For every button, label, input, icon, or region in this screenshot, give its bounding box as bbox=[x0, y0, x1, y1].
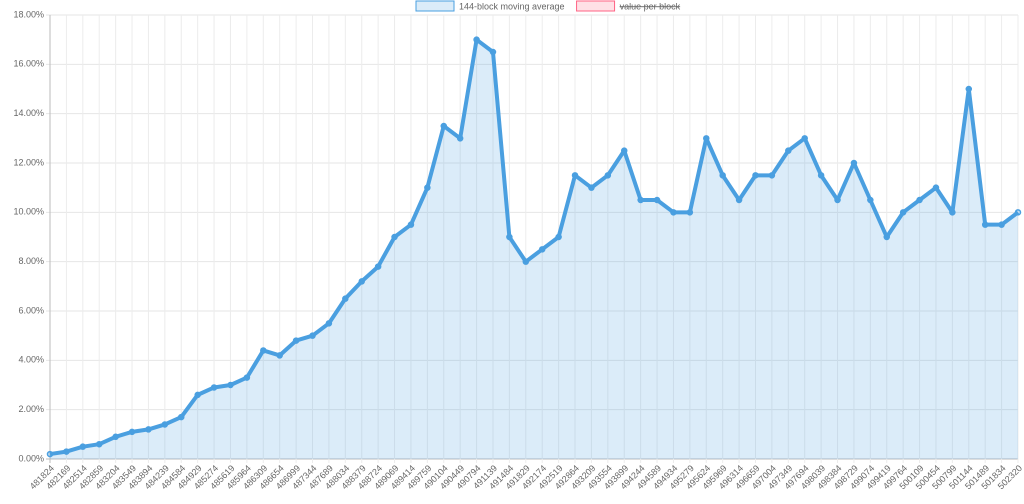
y-tick-label: 18.00% bbox=[13, 9, 44, 19]
data-point bbox=[571, 172, 579, 179]
y-tick-label: 4.00% bbox=[18, 355, 44, 365]
data-point bbox=[227, 381, 234, 389]
data-point bbox=[620, 147, 628, 154]
data-point bbox=[194, 391, 201, 399]
area-fill bbox=[50, 39, 1018, 460]
data-point bbox=[342, 295, 349, 302]
data-point bbox=[243, 374, 251, 381]
data-point bbox=[932, 184, 940, 191]
y-tick-label: 0.00% bbox=[18, 453, 44, 463]
y-tick-label: 10.00% bbox=[13, 207, 44, 217]
y-tick-label: 6.00% bbox=[18, 305, 44, 315]
y-tick-label: 12.00% bbox=[13, 157, 44, 167]
data-point bbox=[703, 135, 710, 142]
data-point bbox=[473, 36, 480, 43]
y-tick-label: 2.00% bbox=[18, 404, 44, 414]
data-point bbox=[260, 347, 267, 354]
data-point bbox=[374, 263, 382, 270]
data-point bbox=[768, 172, 776, 179]
data-point bbox=[79, 443, 87, 450]
data-point bbox=[981, 221, 989, 228]
data-point bbox=[555, 233, 562, 241]
data-point bbox=[653, 196, 661, 204]
data-point bbox=[604, 172, 612, 179]
data-point bbox=[292, 337, 300, 344]
y-tick-label: 16.00% bbox=[13, 59, 44, 69]
data-point bbox=[867, 196, 874, 204]
data-point bbox=[752, 172, 759, 179]
data-point bbox=[128, 428, 136, 436]
data-point bbox=[834, 196, 841, 204]
data-point bbox=[145, 426, 152, 433]
data-point bbox=[522, 258, 530, 265]
legend-label: 144-block moving average bbox=[459, 1, 565, 11]
data-point bbox=[95, 440, 103, 448]
data-point bbox=[178, 413, 185, 421]
data-point bbox=[817, 172, 825, 179]
data-point bbox=[670, 209, 677, 216]
data-point bbox=[1014, 209, 1022, 216]
data-point bbox=[63, 448, 70, 455]
data-point bbox=[424, 184, 431, 191]
data-point bbox=[850, 159, 858, 167]
legend-item: value per block bbox=[576, 0, 681, 12]
y-tick-label: 14.00% bbox=[13, 108, 44, 118]
data-point bbox=[489, 48, 497, 56]
data-point bbox=[325, 320, 333, 327]
data-point bbox=[801, 135, 808, 142]
data-point bbox=[883, 233, 890, 241]
data-point bbox=[440, 122, 448, 130]
data-point bbox=[391, 233, 398, 241]
data-point bbox=[538, 246, 546, 253]
data-point bbox=[686, 209, 694, 216]
data-point bbox=[210, 384, 218, 391]
data-point bbox=[899, 209, 907, 216]
data-point bbox=[309, 332, 316, 339]
data-point bbox=[588, 184, 595, 191]
data-point bbox=[998, 221, 1005, 228]
data-point bbox=[506, 233, 513, 241]
data-point bbox=[358, 278, 365, 285]
data-point bbox=[637, 196, 644, 204]
data-point bbox=[161, 421, 169, 428]
data-point bbox=[735, 196, 743, 204]
data-point bbox=[949, 209, 956, 216]
legend-label: value per block bbox=[620, 1, 681, 11]
data-point bbox=[112, 433, 119, 441]
data-point bbox=[456, 135, 464, 142]
y-tick-label: 8.00% bbox=[18, 256, 44, 266]
data-point bbox=[965, 85, 973, 93]
data-point bbox=[46, 450, 54, 458]
legend-swatch bbox=[415, 0, 455, 12]
data-point bbox=[785, 147, 792, 154]
data-point bbox=[407, 221, 415, 228]
data-point bbox=[916, 196, 923, 204]
legend-swatch bbox=[576, 0, 616, 12]
data-point bbox=[276, 352, 283, 359]
legend-item: 144-block moving average bbox=[415, 0, 565, 12]
data-point bbox=[719, 172, 726, 179]
